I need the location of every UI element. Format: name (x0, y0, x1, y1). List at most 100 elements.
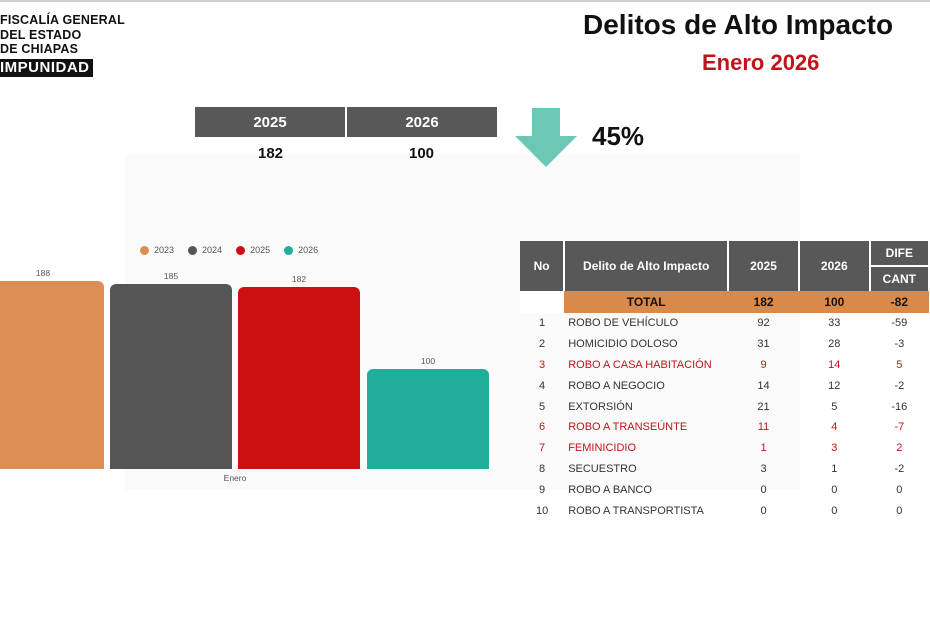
row-value-2025: 3 (760, 462, 767, 475)
row-value-2025: 31 (757, 338, 770, 351)
comparison-header-2025: 2025 (195, 107, 345, 137)
row-diff: 2 (896, 442, 903, 455)
legend-label: 2026 (298, 245, 319, 255)
row-crime-name: HOMICIDIO DOLOSO (568, 338, 678, 351)
row-number: 10 (535, 504, 549, 517)
row-value-2026: 5 (831, 400, 838, 413)
row-value-2025: 92 (757, 317, 770, 330)
page-title: Delitos de Alto Impacto (583, 9, 894, 40)
legend-item: 2023 (140, 245, 174, 255)
table-row: 5 EXTORSIÓN 21 5 -16 (520, 396, 929, 417)
org-logo-text: FISCALÍA GENERAL DEL ESTADO DE CHIAPAS I… (0, 13, 125, 77)
row-number: 5 (539, 400, 546, 413)
comparison-value-2026: 100 (408, 144, 435, 162)
org-line-1: FISCALÍA GENERAL (0, 13, 125, 27)
col-header-cantidad: CANT (869, 266, 930, 291)
bar-value-label: 185 (164, 271, 178, 281)
col-header-2026: 2026 (798, 241, 871, 291)
col-header-no: No (520, 241, 566, 291)
row-number: 9 (539, 483, 546, 496)
total-2025: 182 (728, 291, 799, 313)
row-value-2025: 9 (760, 358, 767, 371)
top-border (0, 0, 930, 2)
bar-value-label: 100 (421, 356, 435, 366)
bar-value-label: 188 (36, 268, 50, 278)
row-diff: 0 (896, 504, 903, 517)
row-value-2026: 0 (831, 504, 838, 517)
row-crime-name: ROBO A NEGOCIO (568, 379, 665, 392)
row-diff: -2 (894, 379, 905, 392)
row-crime-name: ROBO A CASA HABITACIÓN (568, 358, 712, 371)
comparison-header-2026: 2026 (345, 107, 497, 137)
row-value-2025: 21 (757, 400, 770, 413)
total-blank-cell (520, 291, 565, 313)
bar-chart: 188 185 182 100 Enero (0, 268, 489, 483)
row-value-2025: 0 (760, 504, 767, 517)
row-value-2025: 1 (760, 442, 767, 455)
org-line-3: DE CHIAPAS (0, 42, 79, 56)
row-diff: -3 (894, 338, 905, 351)
row-diff: -59 (891, 317, 908, 330)
legend-item: 2024 (188, 245, 222, 255)
row-value-2026: 1 (831, 462, 838, 475)
row-crime-name: FEMINICIDIO (568, 442, 637, 455)
row-number: 2 (539, 338, 546, 351)
row-number: 8 (539, 462, 546, 475)
org-line-2: DEL ESTADO (0, 27, 82, 42)
row-value-2026: 12 (828, 379, 841, 392)
row-value-2025: 11 (757, 421, 770, 434)
row-value-2026: 14 (828, 358, 841, 371)
total-diff: -82 (869, 291, 929, 313)
year-comparison: 2025 2026 182 100 (195, 107, 497, 169)
table-row: 2 HOMICIDIO DOLOSO 31 28 -3 (520, 334, 929, 355)
table-row: 1 ROBO DE VEHÍCULO 92 33 -59 (520, 313, 929, 334)
table-row: 6 ROBO A TRANSEÚNTE 11 4 -7 (520, 417, 929, 438)
row-diff: -7 (894, 421, 905, 434)
legend-swatch (140, 245, 149, 255)
legend-swatch (284, 245, 294, 255)
row-number: 3 (539, 358, 546, 371)
bar-base-2023 (0, 461, 104, 469)
row-number: 4 (539, 379, 546, 392)
legend-label: 2024 (202, 245, 223, 255)
legend-swatch (188, 245, 198, 255)
row-value-2025: 14 (757, 379, 770, 392)
row-value-2026: 3 (831, 442, 838, 455)
row-crime-name: EXTORSIÓN (568, 400, 633, 413)
table-row: 10 ROBO A TRANSPORTISTA 0 0 0 (520, 500, 929, 521)
col-header-2025: 2025 (728, 241, 800, 291)
table-row: 7 FEMINICIDIO 1 3 2 (520, 438, 929, 459)
bar-2023 (0, 281, 104, 469)
row-number: 6 (539, 421, 546, 434)
org-tag: IMPUNIDAD (0, 58, 93, 77)
row-crime-name: ROBO A BANCO (568, 483, 652, 496)
row-number: 7 (539, 442, 546, 455)
total-2026: 100 (798, 291, 870, 313)
bar-2024 (110, 284, 232, 469)
legend-swatch (236, 245, 246, 255)
row-crime-name: SECUESTRO (568, 462, 637, 475)
legend-item: 2025 (236, 245, 270, 255)
comparison-value-2025: 182 (257, 144, 284, 162)
row-value-2026: 28 (828, 338, 841, 351)
row-value-2026: 0 (831, 483, 838, 496)
total-row: TOTAL 182 100 -82 (520, 291, 929, 313)
row-value-2026: 4 (831, 421, 838, 434)
row-value-2026: 33 (828, 317, 841, 330)
total-label: TOTAL (564, 291, 729, 313)
row-diff: 0 (896, 483, 903, 496)
legend-label: 2023 (154, 245, 175, 255)
row-crime-name: ROBO A TRANSEÚNTE (568, 421, 688, 434)
table-row: 8 SECUESTRO 3 1 -2 (520, 459, 929, 480)
row-crime-name: ROBO A TRANSPORTISTA (568, 504, 704, 517)
bar-base-2026 (367, 461, 489, 469)
row-number: 1 (539, 317, 546, 330)
bar-2025 (238, 287, 360, 469)
page-subtitle: Enero 2026 (702, 50, 820, 75)
row-diff: 5 (896, 358, 903, 371)
col-header-delito: Delito de Alto Impacto (564, 241, 730, 291)
table-row: 4 ROBO A NEGOCIO 14 12 -2 (520, 375, 929, 396)
table-row: 9 ROBO A BANCO 0 0 0 (520, 479, 929, 500)
row-diff: -16 (891, 400, 908, 413)
x-tick-label: Enero (224, 473, 247, 483)
